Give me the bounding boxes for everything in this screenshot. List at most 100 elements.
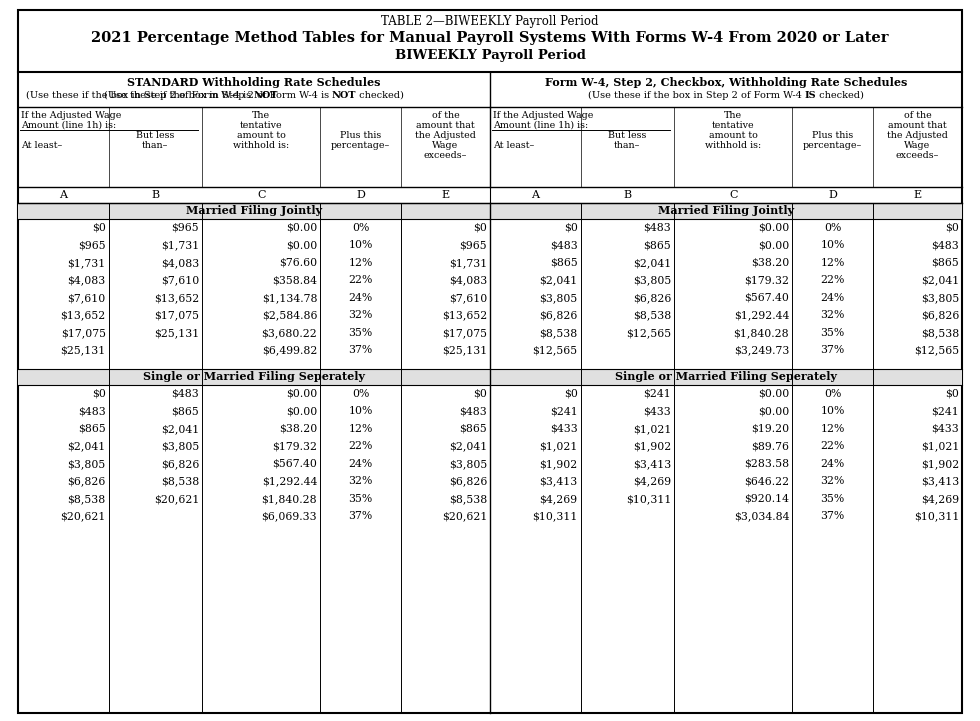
Text: $17,075: $17,075 xyxy=(442,328,487,337)
Text: exceeds–: exceeds– xyxy=(896,151,939,159)
Text: $0: $0 xyxy=(564,389,577,399)
Text: $4,269: $4,269 xyxy=(921,494,959,504)
Text: 35%: 35% xyxy=(348,494,372,504)
Text: $89.76: $89.76 xyxy=(752,441,789,451)
Text: $1,021: $1,021 xyxy=(920,441,959,451)
Text: 2021 Percentage Method Tables for Manual Payroll Systems With Forms W-4 From 202: 2021 Percentage Method Tables for Manual… xyxy=(91,31,889,45)
Text: $6,826: $6,826 xyxy=(633,293,671,303)
Bar xyxy=(18,369,490,385)
Text: $4,083: $4,083 xyxy=(161,257,199,267)
Text: $12,565: $12,565 xyxy=(532,345,577,355)
Text: $241: $241 xyxy=(931,406,959,416)
Text: $1,840.28: $1,840.28 xyxy=(734,328,789,337)
Text: $3,805: $3,805 xyxy=(68,459,106,469)
Text: $965: $965 xyxy=(78,240,106,250)
Text: A: A xyxy=(60,190,68,200)
Text: If the Adjusted Wage: If the Adjusted Wage xyxy=(493,110,593,120)
Text: C: C xyxy=(257,190,266,200)
Text: $865: $865 xyxy=(644,240,671,250)
Text: $8,538: $8,538 xyxy=(633,310,671,320)
Text: $179.32: $179.32 xyxy=(272,441,318,451)
Text: Single or Married Filing Seperately: Single or Married Filing Seperately xyxy=(143,371,365,383)
Text: $483: $483 xyxy=(550,240,577,250)
Text: percentage–: percentage– xyxy=(331,141,390,149)
Text: $567.40: $567.40 xyxy=(745,293,789,303)
Text: $433: $433 xyxy=(550,424,577,434)
Text: B: B xyxy=(623,190,631,200)
Text: NOT: NOT xyxy=(254,91,278,99)
Text: amount to: amount to xyxy=(709,131,758,139)
Text: $0: $0 xyxy=(92,389,106,399)
Text: 12%: 12% xyxy=(820,424,845,434)
Text: At least–: At least– xyxy=(21,141,63,149)
Text: $0: $0 xyxy=(473,223,487,233)
Text: $6,826: $6,826 xyxy=(68,477,106,486)
Text: $3,249.73: $3,249.73 xyxy=(734,345,789,355)
Text: 10%: 10% xyxy=(820,240,845,250)
Text: $483: $483 xyxy=(460,406,487,416)
Text: A: A xyxy=(531,190,539,200)
Text: amount that: amount that xyxy=(888,120,947,130)
Text: $7,610: $7,610 xyxy=(68,293,106,303)
Text: $4,269: $4,269 xyxy=(633,477,671,486)
Text: $1,731: $1,731 xyxy=(68,257,106,267)
Text: $0: $0 xyxy=(92,223,106,233)
Text: $2,041: $2,041 xyxy=(68,441,106,451)
Text: $3,805: $3,805 xyxy=(921,293,959,303)
Text: $646.22: $646.22 xyxy=(744,477,789,486)
Text: The: The xyxy=(724,110,742,120)
Text: the Adjusted: the Adjusted xyxy=(887,131,948,139)
Text: $0: $0 xyxy=(945,223,959,233)
Text: 35%: 35% xyxy=(820,494,845,504)
Text: $20,621: $20,621 xyxy=(154,494,199,504)
Text: 22%: 22% xyxy=(820,441,845,451)
Text: 37%: 37% xyxy=(348,345,372,355)
Text: D: D xyxy=(356,190,365,200)
Text: $433: $433 xyxy=(644,406,671,416)
Text: $20,621: $20,621 xyxy=(61,511,106,521)
Text: $358.84: $358.84 xyxy=(272,275,318,286)
Text: $4,083: $4,083 xyxy=(449,275,487,286)
Text: amount to: amount to xyxy=(237,131,285,139)
Text: $1,292.44: $1,292.44 xyxy=(262,477,318,486)
Text: $3,805: $3,805 xyxy=(161,441,199,451)
Text: $7,610: $7,610 xyxy=(161,275,199,286)
Text: $0.00: $0.00 xyxy=(286,240,318,250)
Text: 12%: 12% xyxy=(820,257,845,267)
Text: $483: $483 xyxy=(77,406,106,416)
Text: $0.00: $0.00 xyxy=(286,406,318,416)
Text: $1,021: $1,021 xyxy=(539,441,577,451)
Text: $483: $483 xyxy=(931,240,959,250)
Text: $179.32: $179.32 xyxy=(744,275,789,286)
Text: $0: $0 xyxy=(473,389,487,399)
Text: $241: $241 xyxy=(550,406,577,416)
Text: 32%: 32% xyxy=(820,477,845,486)
Text: $483: $483 xyxy=(172,389,199,399)
Text: $6,826: $6,826 xyxy=(161,459,199,469)
Text: $20,621: $20,621 xyxy=(442,511,487,521)
Text: $6,826: $6,826 xyxy=(539,310,577,320)
Text: $865: $865 xyxy=(460,424,487,434)
Text: Amount (line 1h) is:: Amount (line 1h) is: xyxy=(493,120,588,130)
Text: withhold is:: withhold is: xyxy=(705,141,761,149)
Text: $6,826: $6,826 xyxy=(449,477,487,486)
Text: But less: But less xyxy=(136,131,174,139)
Text: C: C xyxy=(729,190,737,200)
Text: 22%: 22% xyxy=(820,275,845,286)
Text: $1,731: $1,731 xyxy=(161,240,199,250)
Text: (Use these if the box in Step 2 of Form W-4 is: (Use these if the box in Step 2 of Form … xyxy=(25,90,254,99)
Text: 37%: 37% xyxy=(820,345,845,355)
Text: 32%: 32% xyxy=(348,477,372,486)
Text: $1,134.78: $1,134.78 xyxy=(262,293,318,303)
Text: 0%: 0% xyxy=(352,223,369,233)
Text: $10,311: $10,311 xyxy=(913,511,959,521)
Text: 24%: 24% xyxy=(820,459,845,469)
Text: At least–: At least– xyxy=(493,141,534,149)
Text: $1,840.28: $1,840.28 xyxy=(262,494,318,504)
Text: $0.00: $0.00 xyxy=(758,223,789,233)
Text: $13,652: $13,652 xyxy=(61,310,106,320)
Text: 24%: 24% xyxy=(820,293,845,303)
Text: exceeds–: exceeds– xyxy=(423,151,467,159)
Bar xyxy=(490,203,962,219)
Text: $12,565: $12,565 xyxy=(914,345,959,355)
